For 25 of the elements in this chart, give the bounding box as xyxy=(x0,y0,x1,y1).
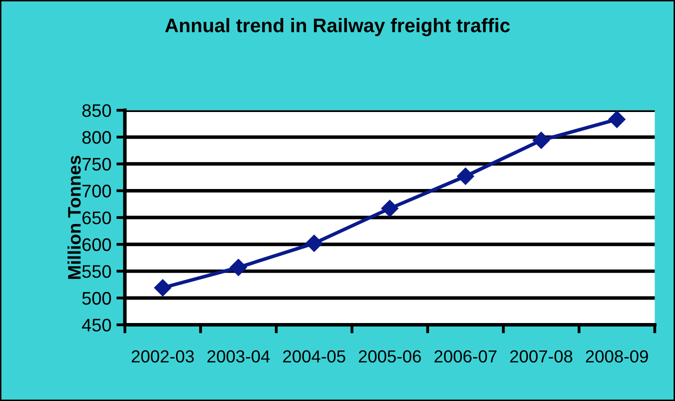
point xyxy=(456,168,474,185)
point xyxy=(154,279,172,296)
x-tick-label: 2008-09 xyxy=(586,350,648,363)
x-tick-label: 2005-06 xyxy=(358,350,421,363)
y-tick-label: 700 xyxy=(82,184,111,198)
y-axis-title: Million Tonnes xyxy=(68,156,81,279)
point xyxy=(608,110,626,128)
point xyxy=(230,258,247,276)
x-tick-label: 2002-03 xyxy=(132,350,194,363)
y-tick-label: 800 xyxy=(82,131,111,144)
x-tick-label: 2004-05 xyxy=(283,350,346,363)
chart-title: Annual trend in Railway freight traffic xyxy=(165,18,510,36)
x-tick-label: 2007-08 xyxy=(510,350,572,363)
y-tick-label: 450 xyxy=(82,318,111,332)
x-tick-label: 2003-04 xyxy=(207,350,270,363)
point xyxy=(532,132,550,149)
point xyxy=(381,200,398,217)
x-tick-label: 2006-07 xyxy=(434,350,496,363)
y-tick-label: 550 xyxy=(82,265,111,278)
y-tick-label: 500 xyxy=(82,292,111,305)
y-tick-label: 650 xyxy=(82,211,111,224)
y-tick-label: 600 xyxy=(82,238,111,252)
point xyxy=(306,234,323,252)
y-tick-label: 750 xyxy=(82,158,111,171)
y-tick-label: 850 xyxy=(82,104,111,117)
